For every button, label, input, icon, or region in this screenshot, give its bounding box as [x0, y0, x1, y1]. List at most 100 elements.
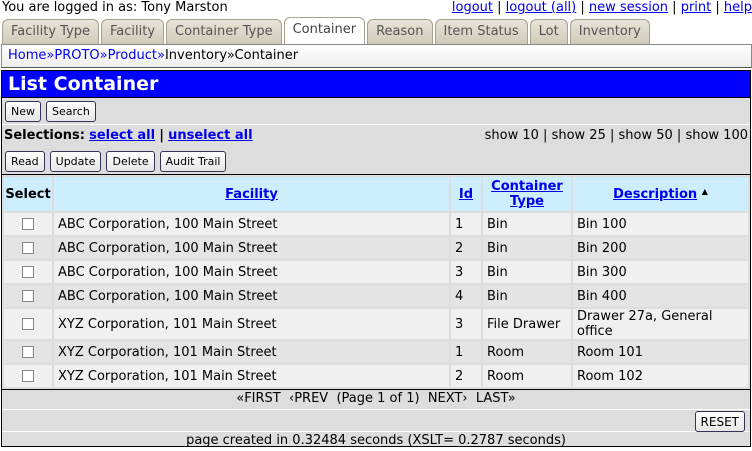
new-button[interactable]: New: [5, 101, 41, 122]
row-checkbox[interactable]: [22, 290, 34, 302]
container-type-cell: Bin: [483, 237, 571, 259]
tab-bar: Facility Type Facility Container Type Conta…: [0, 17, 752, 44]
sort-container-type[interactable]: Container Type: [491, 179, 563, 209]
reset-bar: RESET: [2, 409, 750, 432]
breadcrumb: Home»PROTO»Product»Inventory»Container: [1, 44, 752, 68]
show-100[interactable]: show 100: [685, 128, 748, 143]
breadcrumb-separator: »: [156, 48, 165, 63]
id-cell: 3: [451, 261, 481, 283]
page-indicator: (Page 1 of 1): [336, 391, 420, 406]
description-cell: Bin 300: [573, 261, 748, 283]
table-row: XYZ Corporation, 101 Main Street 3 File …: [4, 309, 748, 339]
page-size-options: show 10 | show 25 | show 50 | show 100: [484, 128, 748, 143]
reset-button[interactable]: RESET: [694, 411, 745, 432]
tab-facility[interactable]: Facility: [101, 19, 165, 44]
selections-label: Selections:: [4, 128, 85, 143]
breadcrumb-home[interactable]: Home: [8, 48, 47, 63]
table-row: ABC Corporation, 100 Main Street 1 Bin B…: [4, 213, 748, 235]
select-all-link[interactable]: select all: [89, 128, 156, 143]
header-links: logout | logout (all) | new session | pr…: [451, 0, 752, 15]
id-cell: 2: [451, 365, 481, 387]
print-link[interactable]: print: [680, 0, 712, 15]
container-type-cell: File Drawer: [483, 309, 571, 339]
table-row: ABC Corporation, 100 Main Street 4 Bin B…: [4, 285, 748, 307]
sort-id[interactable]: Id: [458, 186, 474, 202]
facility-cell: ABC Corporation, 100 Main Street: [54, 237, 449, 259]
table-row: ABC Corporation, 100 Main Street 3 Bin B…: [4, 261, 748, 283]
id-cell: 1: [451, 341, 481, 363]
id-cell: 1: [451, 213, 481, 235]
row-checkbox[interactable]: [22, 346, 34, 358]
page-timing: page created in 0.32484 seconds (XSLT= 0…: [2, 431, 750, 451]
id-cell: 3: [451, 309, 481, 339]
first-link[interactable]: «FIRST: [236, 391, 281, 406]
breadcrumb-separator: »: [46, 48, 55, 63]
logout-link[interactable]: logout: [451, 0, 494, 15]
selections-bar: Selections: select all | unselect all sh…: [2, 124, 750, 148]
container-type-cell: Bin: [483, 261, 571, 283]
logout-all-link[interactable]: logout (all): [505, 0, 577, 15]
pagination: «FIRST ‹PREV (Page 1 of 1) NEXT› LAST»: [2, 389, 750, 409]
next-link[interactable]: NEXT›: [427, 391, 468, 406]
table-row: XYZ Corporation, 101 Main Street 2 Room …: [4, 365, 748, 387]
last-link[interactable]: LAST»: [475, 391, 516, 406]
sort-facility[interactable]: Facility: [225, 186, 278, 202]
read-button[interactable]: Read: [5, 151, 45, 172]
tab-container[interactable]: Container: [283, 17, 366, 44]
page-title: List Container: [2, 71, 750, 98]
row-checkbox[interactable]: [22, 218, 34, 230]
breadcrumb-separator: »: [226, 48, 235, 63]
audit-trail-button[interactable]: Audit Trail: [159, 151, 227, 172]
container-type-cell: Room: [483, 365, 571, 387]
show-50[interactable]: show 50: [618, 128, 673, 143]
table-row: ABC Corporation, 100 Main Street 2 Bin B…: [4, 237, 748, 259]
tab-facility-type[interactable]: Facility Type: [2, 19, 100, 44]
toolbar: New Search: [2, 98, 750, 124]
prev-link[interactable]: ‹PREV: [289, 391, 329, 406]
update-button[interactable]: Update: [49, 151, 102, 172]
show-10[interactable]: show 10: [484, 128, 539, 143]
table-row: XYZ Corporation, 101 Main Street 1 Room …: [4, 341, 748, 363]
id-cell: 2: [451, 237, 481, 259]
facility-cell: ABC Corporation, 100 Main Street: [54, 285, 449, 307]
login-bar: You are logged in as: Tony Marston logou…: [0, 0, 752, 17]
action-buttons: Read Update Delete Audit Trail: [2, 148, 750, 174]
tab-reason[interactable]: Reason: [367, 19, 433, 44]
facility-cell: XYZ Corporation, 101 Main Street: [54, 365, 449, 387]
row-checkbox[interactable]: [22, 242, 34, 254]
container-type-cell: Room: [483, 341, 571, 363]
facility-cell: XYZ Corporation, 101 Main Street: [54, 341, 449, 363]
new-session-link[interactable]: new session: [588, 0, 669, 15]
description-cell: Room 101: [573, 341, 748, 363]
tab-lot[interactable]: Lot: [529, 19, 568, 44]
description-cell: Bin 400: [573, 285, 748, 307]
breadcrumb-inventory: Inventory: [164, 48, 227, 63]
facility-cell: ABC Corporation, 100 Main Street: [54, 213, 449, 235]
header-select: Select: [4, 177, 52, 211]
description-cell: Bin 100: [573, 213, 748, 235]
delete-button[interactable]: Delete: [106, 151, 155, 172]
row-checkbox[interactable]: [22, 370, 34, 382]
description-cell: Drawer 27a, General office: [573, 309, 748, 339]
tab-container-type[interactable]: Container Type: [166, 19, 282, 44]
row-checkbox[interactable]: [22, 266, 34, 278]
unselect-all-link[interactable]: unselect all: [168, 128, 253, 143]
breadcrumb-product[interactable]: Product: [107, 48, 157, 63]
breadcrumb-container: Container: [234, 48, 299, 63]
breadcrumb-proto[interactable]: PROTO: [54, 48, 100, 63]
show-25[interactable]: show 25: [551, 128, 606, 143]
facility-cell: ABC Corporation, 100 Main Street: [54, 261, 449, 283]
tab-item-status[interactable]: Item Status: [434, 19, 528, 44]
tab-inventory[interactable]: Inventory: [569, 19, 650, 44]
description-cell: Room 102: [573, 365, 748, 387]
facility-cell: XYZ Corporation, 101 Main Street: [54, 309, 449, 339]
search-button[interactable]: Search: [46, 101, 96, 122]
sort-description[interactable]: Description: [613, 186, 698, 202]
id-cell: 4: [451, 285, 481, 307]
row-checkbox[interactable]: [22, 318, 34, 330]
logged-in-text: You are logged in as: Tony Marston: [2, 0, 228, 15]
sort-ascending-icon: ▲: [701, 186, 708, 196]
help-link[interactable]: help: [723, 0, 752, 15]
container-type-cell: Bin: [483, 285, 571, 307]
description-cell: Bin 200: [573, 237, 748, 259]
